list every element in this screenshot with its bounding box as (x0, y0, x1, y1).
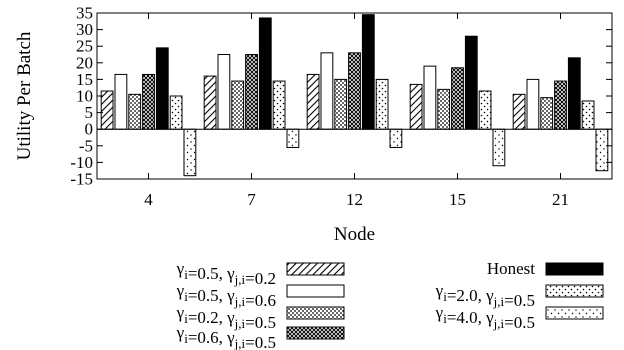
bar-21-series-6 (581, 100, 595, 130)
bar-21-series-2 (526, 78, 540, 130)
x-tick-label: 21 (552, 190, 569, 209)
bar-4-series-6 (169, 95, 183, 130)
legend-swatch-6 (545, 284, 604, 298)
y-tick-label: 20 (76, 53, 93, 72)
legend-swatch-2 (286, 284, 345, 298)
bar-15-series-5 (464, 35, 478, 130)
bar-12-series-7 (389, 128, 403, 148)
bar-4-series-1 (100, 90, 114, 130)
y-tick-label: 0 (85, 120, 94, 139)
bar-7-series-6 (272, 80, 286, 130)
bar-21-series-4 (554, 80, 567, 130)
bar-7-series-4 (245, 54, 258, 130)
bar-4-series-4 (142, 73, 155, 130)
bar-15-series-3 (437, 88, 451, 130)
legend-label-7: γi=4.0, γj,i=0.5 (435, 303, 535, 332)
legend-label-6: γi=2.0, γj,i=0.5 (435, 281, 535, 310)
bar-12-series-1 (306, 73, 320, 130)
bar-15-series-2 (423, 65, 437, 130)
bar-4-series-7 (183, 128, 197, 177)
legend-label-5: Honest (487, 259, 535, 278)
y-tick-label: -5 (79, 136, 93, 155)
y-tick-label: 25 (76, 37, 93, 56)
bar-7-series-1 (203, 75, 217, 130)
legend-label-1: γi=0.5, γj,i=0.2 (176, 259, 276, 288)
bar-12-series-2 (320, 52, 334, 130)
bar-12-series-4 (348, 52, 361, 130)
bar-21-series-3 (540, 97, 554, 130)
legend-swatch-7 (545, 306, 604, 320)
bar-7-series-7 (286, 128, 300, 148)
legend: γi=0.5, γj,i=0.2γi=0.5, γj,i=0.6γi=0.2, … (176, 259, 604, 350)
legend-swatch-5 (545, 262, 604, 276)
bar-21-series-7 (595, 128, 609, 172)
y-tick-label: 10 (76, 87, 93, 106)
legend-swatch-4 (286, 326, 345, 340)
legend-label-4: γi=0.6, γj,i=0.5 (176, 323, 276, 350)
bar-4-series-2 (114, 73, 128, 130)
y-tick-label: 15 (76, 70, 93, 89)
x-tick-label: 15 (449, 190, 466, 209)
bar-15-series-6 (478, 90, 492, 130)
bar-7-series-3 (231, 80, 245, 130)
x-tick-label: 4 (144, 190, 153, 209)
y-axis-title: Utility Per Batch (14, 31, 35, 160)
bar-7-series-5 (258, 17, 272, 130)
legend-swatch-1 (286, 262, 345, 276)
bar-4-series-5 (155, 47, 169, 130)
y-tick-label: -15 (70, 170, 93, 189)
bar-12-series-5 (361, 14, 375, 130)
bar-15-series-7 (492, 128, 506, 167)
bar-21-series-5 (567, 57, 581, 130)
bar-4-series-3 (128, 93, 142, 130)
x-axis-title: Node (334, 224, 375, 245)
bar-12-series-6 (375, 78, 389, 130)
y-tick-label: 30 (76, 20, 93, 39)
x-tick-label: 12 (346, 190, 363, 209)
legend-label-2: γi=0.5, γj,i=0.6 (176, 281, 276, 310)
y-tick-label: 5 (85, 103, 94, 122)
x-tick-label: 7 (247, 190, 256, 209)
bar-15-series-4 (451, 67, 464, 130)
legend-label-3: γi=0.2, γj,i=0.5 (176, 303, 276, 332)
bar-12-series-3 (334, 78, 348, 130)
bar-15-series-1 (409, 83, 423, 130)
bar-21-series-1 (512, 93, 526, 130)
bar-7-series-2 (217, 54, 231, 130)
y-tick-label: 35 (76, 4, 93, 23)
y-tick-label: -10 (70, 153, 93, 172)
legend-swatch-3 (286, 306, 345, 320)
